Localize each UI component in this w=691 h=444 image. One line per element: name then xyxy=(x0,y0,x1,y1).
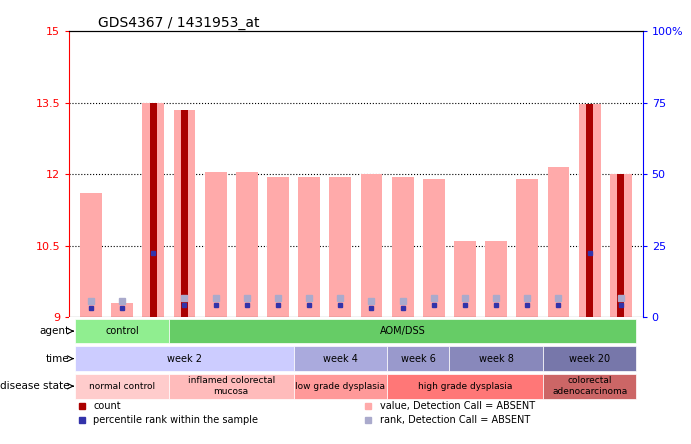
Bar xyxy=(294,374,387,399)
Text: high grade dysplasia: high grade dysplasia xyxy=(418,382,512,391)
Text: time: time xyxy=(46,353,70,364)
Text: week 8: week 8 xyxy=(479,353,513,364)
Bar xyxy=(80,193,102,317)
Bar xyxy=(299,177,320,317)
Bar xyxy=(449,346,543,371)
Text: week 6: week 6 xyxy=(401,353,435,364)
Text: inflamed colorectal
mucosa: inflamed colorectal mucosa xyxy=(187,377,275,396)
Text: percentile rank within the sample: percentile rank within the sample xyxy=(93,415,258,425)
Bar xyxy=(361,174,382,317)
Text: GDS4367 / 1431953_at: GDS4367 / 1431953_at xyxy=(98,16,259,30)
Bar xyxy=(267,177,289,317)
Text: rank, Detection Call = ABSENT: rank, Detection Call = ABSENT xyxy=(380,415,530,425)
Bar xyxy=(454,241,476,317)
Text: week 20: week 20 xyxy=(569,353,610,364)
Bar xyxy=(579,103,600,317)
Bar xyxy=(547,167,569,317)
Bar xyxy=(617,174,624,317)
Text: value, Detection Call = ABSENT: value, Detection Call = ABSENT xyxy=(380,401,535,411)
Bar xyxy=(142,103,164,317)
Bar xyxy=(150,103,157,317)
Text: week 4: week 4 xyxy=(323,353,358,364)
Bar xyxy=(169,374,294,399)
Bar xyxy=(610,174,632,317)
Bar xyxy=(485,241,507,317)
Bar xyxy=(387,374,543,399)
Bar xyxy=(543,346,636,371)
Text: agent: agent xyxy=(39,326,70,336)
Text: count: count xyxy=(93,401,121,411)
Bar xyxy=(181,110,188,317)
Text: week 2: week 2 xyxy=(167,353,202,364)
Text: normal control: normal control xyxy=(89,382,155,391)
Bar xyxy=(543,374,636,399)
Bar xyxy=(169,319,636,344)
Text: colorectal
adenocarcinoma: colorectal adenocarcinoma xyxy=(552,377,627,396)
Bar xyxy=(330,177,351,317)
Text: disease state: disease state xyxy=(0,381,70,391)
Bar xyxy=(236,172,258,317)
Bar xyxy=(516,179,538,317)
Bar xyxy=(586,103,593,317)
Bar xyxy=(173,110,196,317)
Bar xyxy=(75,319,169,344)
Text: control: control xyxy=(105,326,139,336)
Bar xyxy=(423,179,445,317)
Bar xyxy=(75,374,169,399)
Bar xyxy=(111,303,133,317)
Bar xyxy=(387,346,449,371)
Bar xyxy=(392,177,413,317)
Bar xyxy=(205,172,227,317)
Bar xyxy=(294,346,387,371)
Text: low grade dysplasia: low grade dysplasia xyxy=(295,382,386,391)
Bar xyxy=(75,346,294,371)
Text: AOM/DSS: AOM/DSS xyxy=(380,326,426,336)
